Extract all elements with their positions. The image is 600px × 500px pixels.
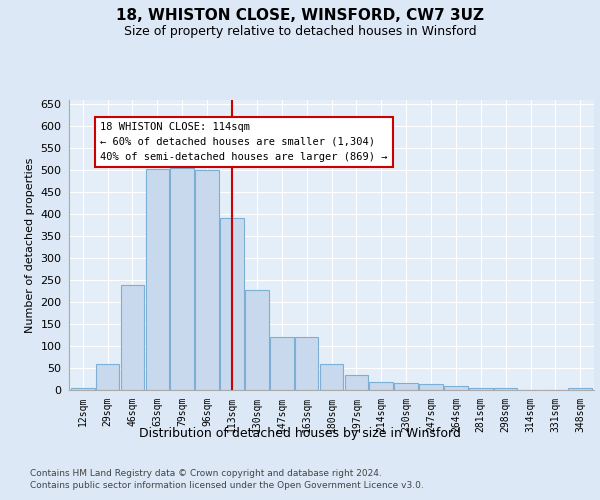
- Bar: [121, 286, 144, 390]
- Bar: [469, 388, 493, 390]
- Bar: [394, 384, 418, 390]
- Bar: [71, 388, 95, 390]
- Y-axis label: Number of detached properties: Number of detached properties: [25, 158, 35, 332]
- Bar: [245, 290, 269, 390]
- Bar: [444, 386, 468, 390]
- Text: Distribution of detached houses by size in Winsford: Distribution of detached houses by size …: [139, 428, 461, 440]
- Bar: [370, 382, 393, 390]
- Text: 18 WHISTON CLOSE: 114sqm
← 60% of detached houses are smaller (1,304)
40% of sem: 18 WHISTON CLOSE: 114sqm ← 60% of detach…: [100, 122, 388, 162]
- Text: Contains public sector information licensed under the Open Government Licence v3: Contains public sector information licen…: [30, 481, 424, 490]
- Bar: [220, 218, 244, 390]
- Bar: [568, 388, 592, 390]
- Bar: [146, 169, 169, 390]
- Bar: [270, 338, 293, 390]
- Bar: [419, 384, 443, 390]
- Text: Size of property relative to detached houses in Winsford: Size of property relative to detached ho…: [124, 25, 476, 38]
- Bar: [494, 388, 517, 390]
- Bar: [96, 364, 119, 390]
- Text: Contains HM Land Registry data © Crown copyright and database right 2024.: Contains HM Land Registry data © Crown c…: [30, 468, 382, 477]
- Bar: [295, 338, 319, 390]
- Bar: [344, 374, 368, 390]
- Bar: [170, 168, 194, 390]
- Bar: [320, 364, 343, 390]
- Text: 18, WHISTON CLOSE, WINSFORD, CW7 3UZ: 18, WHISTON CLOSE, WINSFORD, CW7 3UZ: [116, 8, 484, 22]
- Bar: [195, 170, 219, 390]
